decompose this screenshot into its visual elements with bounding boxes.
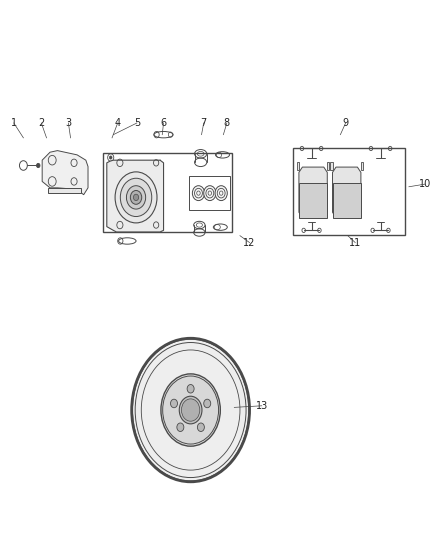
Text: 8: 8 xyxy=(224,118,230,128)
Circle shape xyxy=(131,190,142,204)
Polygon shape xyxy=(107,160,163,232)
Text: 10: 10 xyxy=(419,179,431,189)
Polygon shape xyxy=(361,162,363,169)
Bar xyxy=(103,154,232,232)
Text: 3: 3 xyxy=(65,118,71,128)
Circle shape xyxy=(115,172,157,223)
Circle shape xyxy=(198,423,205,432)
Circle shape xyxy=(204,399,211,408)
Circle shape xyxy=(110,171,112,174)
Polygon shape xyxy=(327,162,329,169)
Text: 5: 5 xyxy=(134,118,140,128)
Polygon shape xyxy=(330,162,332,169)
Circle shape xyxy=(179,396,202,424)
Text: 13: 13 xyxy=(256,401,268,411)
Circle shape xyxy=(161,374,220,446)
Bar xyxy=(189,175,230,210)
Circle shape xyxy=(215,185,227,200)
Circle shape xyxy=(204,185,216,200)
Circle shape xyxy=(192,185,205,200)
Text: 1: 1 xyxy=(11,118,17,128)
Circle shape xyxy=(36,164,40,167)
Circle shape xyxy=(120,178,152,216)
Text: 7: 7 xyxy=(201,118,207,128)
Circle shape xyxy=(187,384,194,393)
Text: 6: 6 xyxy=(160,118,166,128)
Circle shape xyxy=(132,338,250,482)
Text: 2: 2 xyxy=(38,118,44,128)
Text: 12: 12 xyxy=(244,238,256,247)
Polygon shape xyxy=(297,162,299,169)
Circle shape xyxy=(110,156,112,159)
Circle shape xyxy=(181,399,200,421)
Circle shape xyxy=(134,194,139,200)
Circle shape xyxy=(177,423,184,432)
Polygon shape xyxy=(48,188,81,193)
Polygon shape xyxy=(299,167,327,217)
Polygon shape xyxy=(332,183,361,217)
Polygon shape xyxy=(299,183,327,217)
Circle shape xyxy=(135,343,246,478)
Circle shape xyxy=(170,399,177,408)
Text: 4: 4 xyxy=(115,118,121,128)
Circle shape xyxy=(162,376,219,444)
Polygon shape xyxy=(332,167,361,217)
Text: 11: 11 xyxy=(349,238,361,247)
Polygon shape xyxy=(42,151,88,195)
Bar xyxy=(293,149,405,235)
Circle shape xyxy=(127,185,146,209)
Text: 9: 9 xyxy=(343,118,349,128)
